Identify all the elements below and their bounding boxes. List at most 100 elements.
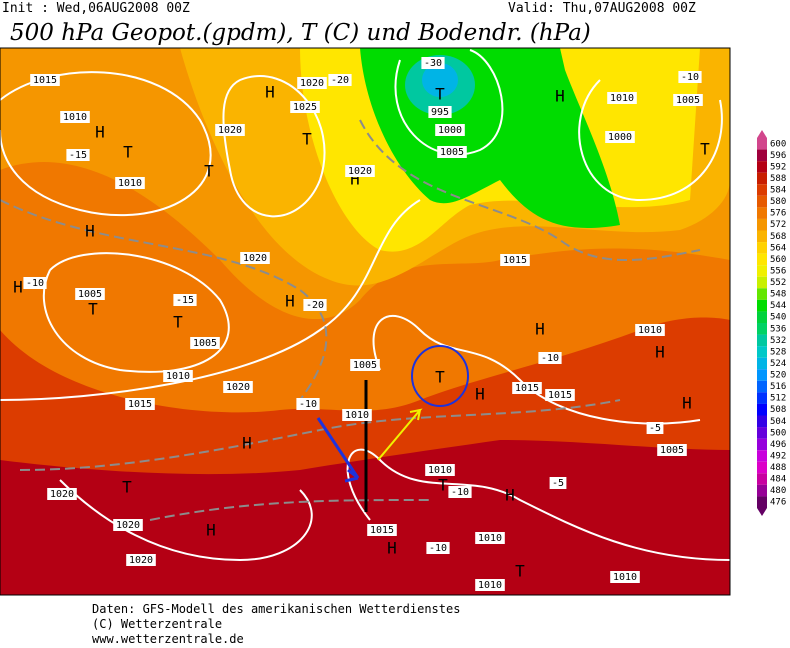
colorbar-label: 504 [770, 417, 786, 427]
colorbar-swatch [757, 276, 767, 289]
label-box [125, 398, 155, 410]
contour-label: -10 [299, 399, 317, 410]
label-box [223, 381, 253, 393]
label-box [512, 382, 542, 394]
pressure-center: T [122, 478, 132, 497]
colorbar-swatch [757, 461, 767, 474]
pressure-center: H [475, 385, 485, 404]
label-box [215, 124, 245, 136]
colorbar-label: 484 [770, 475, 786, 485]
colorbar-swatch [757, 357, 767, 370]
contour-label: 995 [431, 107, 449, 118]
label-box [678, 71, 702, 83]
contour-label: -30 [424, 58, 442, 69]
label-box [538, 352, 562, 364]
pressure-center: T [435, 368, 445, 387]
contour-label: 1010 [166, 371, 190, 382]
contour-label: 1020 [300, 78, 324, 89]
contour-label: 1010 [610, 93, 634, 104]
contour-label: -10 [681, 72, 699, 83]
colorbar-swatch [757, 369, 767, 381]
colorbar-label: 540 [770, 313, 786, 323]
colorbar-cap [757, 508, 767, 516]
label-box [75, 288, 105, 300]
label-box [30, 74, 60, 86]
contour-label: 1010 [118, 178, 142, 189]
colorbar-swatch [757, 299, 767, 312]
contour-label: -10 [26, 278, 44, 289]
label-box [635, 324, 665, 336]
pressure-center: T [435, 85, 445, 104]
colorbar-label: 476 [770, 498, 786, 508]
colorbar-swatch [757, 218, 767, 231]
label-box [126, 554, 156, 566]
label-box [113, 519, 143, 531]
pressure-center: H [13, 278, 23, 297]
contour-label: 1015 [515, 383, 539, 394]
colorbar-swatch [757, 149, 767, 162]
colorbar-label: 536 [770, 324, 786, 334]
footer-line: www.wetterzentrale.de [92, 632, 244, 646]
map-title: 500 hPa Geopot.(gpdm), T (C) und Bodendr… [10, 20, 591, 46]
contour-label: 1010 [638, 325, 662, 336]
colorbar-swatch [757, 450, 767, 462]
label-box [426, 542, 450, 554]
contour-label: 1000 [608, 132, 632, 143]
label-box [163, 370, 193, 382]
colorbar-label: 576 [770, 209, 786, 219]
pressure-center: T [515, 562, 525, 581]
label-box [437, 146, 467, 158]
colorbar-label: 524 [770, 359, 786, 369]
colorbar-label: 508 [770, 405, 786, 415]
colorbar-swatch [757, 311, 767, 323]
zone [0, 440, 730, 595]
contour-label: 1010 [63, 112, 87, 123]
zone [422, 63, 458, 97]
colorbar-label: 588 [770, 174, 786, 184]
pressure-center: H [206, 521, 216, 540]
colorbar-label: 592 [770, 162, 786, 172]
contour-label: 1020 [218, 125, 242, 136]
colorbar-swatch [757, 473, 767, 485]
colorbar-swatch [757, 334, 767, 347]
pressure-center: T [204, 162, 214, 181]
contour-label: 1015 [548, 390, 572, 401]
pressure-center: T [173, 313, 183, 332]
colorbar-swatch [757, 346, 767, 358]
annotation-circle [411, 345, 469, 407]
colorbar-swatch [757, 230, 767, 243]
colorbar-swatch [757, 323, 767, 335]
pressure-center: T [123, 143, 133, 162]
label-box [545, 389, 575, 401]
contour-label: 1010 [613, 572, 637, 583]
colorbar-swatch [757, 253, 767, 266]
contour-label: 1005 [440, 147, 464, 158]
contour-label: 1020 [348, 166, 372, 177]
colorbar-swatch [757, 484, 767, 497]
contour-label: 1005 [193, 338, 217, 349]
label-box [23, 277, 47, 289]
colorbar-label: 584 [770, 186, 786, 196]
pressure-center: H [655, 343, 665, 362]
contour-label: 1000 [438, 125, 462, 136]
colorbar-swatch [757, 392, 767, 404]
label-box [345, 165, 375, 177]
contour-label: 1025 [293, 102, 317, 113]
label-box [475, 532, 505, 544]
colorbar-swatch [757, 161, 767, 173]
label-box [425, 464, 455, 476]
label-box [435, 124, 465, 136]
label-box [240, 252, 270, 264]
colorbar-label: 600 [770, 139, 786, 149]
label-box [60, 111, 90, 123]
contour-label: -20 [331, 75, 349, 86]
pressure-center: H [265, 83, 275, 102]
label-box [475, 579, 505, 591]
colorbar-label: 564 [770, 243, 786, 253]
colorbar-label: 512 [770, 394, 786, 404]
pressure-center: T [88, 300, 98, 319]
colorbar-label: 520 [770, 371, 786, 381]
label-box [500, 254, 530, 266]
colorbar-label: 480 [770, 486, 786, 496]
